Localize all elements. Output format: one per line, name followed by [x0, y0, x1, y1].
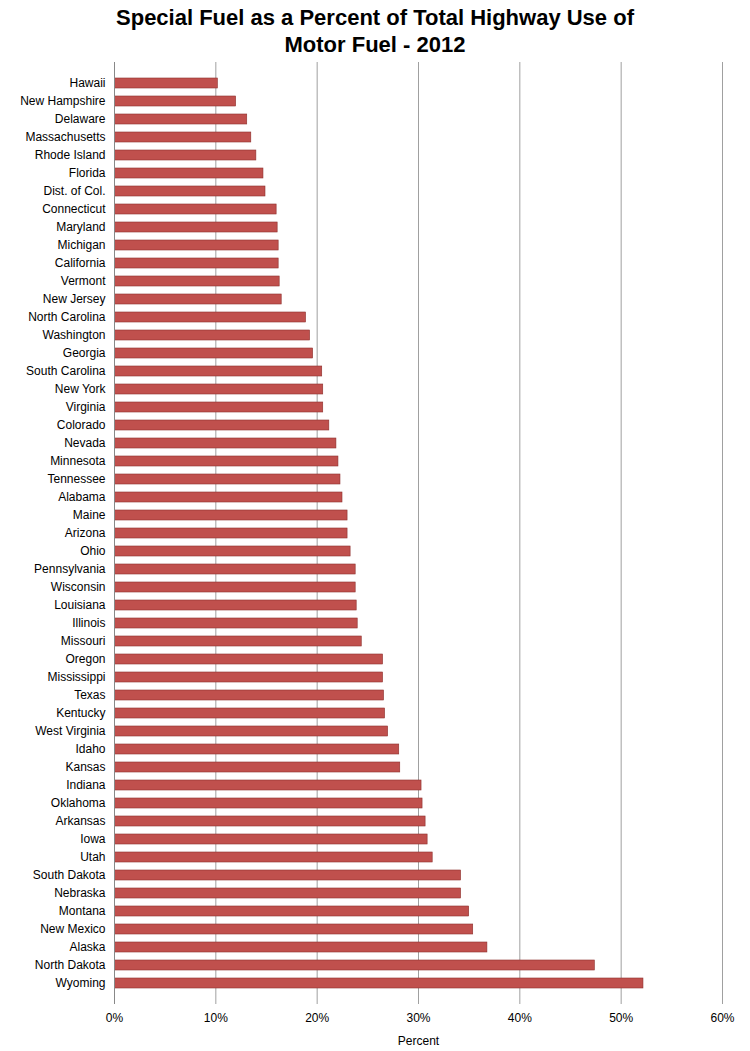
svg-text:Vermont: Vermont [61, 274, 106, 288]
svg-text:Florida: Florida [69, 166, 106, 180]
svg-text:Washington: Washington [43, 328, 106, 342]
svg-text:North Carolina: North Carolina [28, 310, 106, 324]
svg-text:South Dakota: South Dakota [33, 868, 106, 882]
svg-text:0%: 0% [106, 1011, 124, 1025]
svg-text:20%: 20% [305, 1011, 329, 1025]
svg-text:Wisconsin: Wisconsin [51, 580, 106, 594]
svg-text:Nevada: Nevada [64, 436, 106, 450]
svg-text:Oregon: Oregon [65, 652, 105, 666]
svg-text:10%: 10% [204, 1011, 228, 1025]
svg-text:Wyoming: Wyoming [56, 976, 106, 990]
html-text:Special Fuel as a Percent of T: Special Fuel as a Percent of Total Highw… [116, 5, 634, 57]
svg-text:Texas: Texas [74, 688, 105, 702]
svg-text:Arkansas: Arkansas [55, 814, 105, 828]
svg-text:Alabama: Alabama [58, 490, 106, 504]
svg-text:New Mexico: New Mexico [40, 922, 106, 936]
svg-text:Mississippi: Mississippi [47, 670, 105, 684]
svg-text:Georgia: Georgia [63, 346, 106, 360]
svg-text:Tennessee: Tennessee [47, 472, 105, 486]
svg-text:New York: New York [55, 382, 107, 396]
svg-text:Massachusetts: Massachusetts [25, 130, 105, 144]
svg-text:Indiana: Indiana [66, 778, 106, 792]
svg-text:Ohio: Ohio [80, 544, 106, 558]
svg-text:North Dakota: North Dakota [35, 958, 106, 972]
svg-text:Percent: Percent [398, 1034, 440, 1048]
svg-text:Pennsylvania: Pennsylvania [34, 562, 106, 576]
svg-text:Kentucky: Kentucky [56, 706, 105, 720]
svg-text:Maine: Maine [73, 508, 106, 522]
svg-text:Louisiana: Louisiana [54, 598, 106, 612]
svg-text:Delaware: Delaware [55, 112, 106, 126]
svg-text:Missouri: Missouri [61, 634, 106, 648]
svg-text:California: California [55, 256, 106, 270]
svg-text:Kansas: Kansas [65, 760, 105, 774]
svg-text:Illinois: Illinois [72, 616, 105, 630]
svg-text:Iowa: Iowa [80, 832, 106, 846]
svg-text:New Jersey: New Jersey [43, 292, 106, 306]
svg-text:Nebraska: Nebraska [54, 886, 106, 900]
svg-text:60%: 60% [710, 1011, 734, 1025]
svg-text:Arizona: Arizona [65, 526, 106, 540]
svg-text:New Hampshire: New Hampshire [20, 94, 106, 108]
svg-text:Montana: Montana [59, 904, 106, 918]
svg-text:Rhode Island: Rhode Island [35, 148, 106, 162]
svg-text:Virginia: Virginia [66, 400, 106, 414]
svg-text:Connecticut: Connecticut [42, 202, 106, 216]
svg-text:Dist. of Col.: Dist. of Col. [43, 184, 105, 198]
svg-text:Minnesota: Minnesota [50, 454, 106, 468]
svg-text:South Carolina: South Carolina [26, 364, 106, 378]
svg-text:West Virginia: West Virginia [35, 724, 106, 738]
svg-text:Maryland: Maryland [56, 220, 105, 234]
svg-text:30%: 30% [406, 1011, 430, 1025]
svg-text:Colorado: Colorado [57, 418, 106, 432]
svg-text:Oklahoma: Oklahoma [51, 796, 106, 810]
svg-text:Michigan: Michigan [57, 238, 105, 252]
svg-text:Hawaii: Hawaii [69, 76, 105, 90]
svg-text:50%: 50% [609, 1011, 633, 1025]
svg-text:Alaska: Alaska [69, 940, 105, 954]
svg-text:Idaho: Idaho [75, 742, 105, 756]
svg-text:40%: 40% [508, 1011, 532, 1025]
svg-text:Utah: Utah [80, 850, 105, 864]
